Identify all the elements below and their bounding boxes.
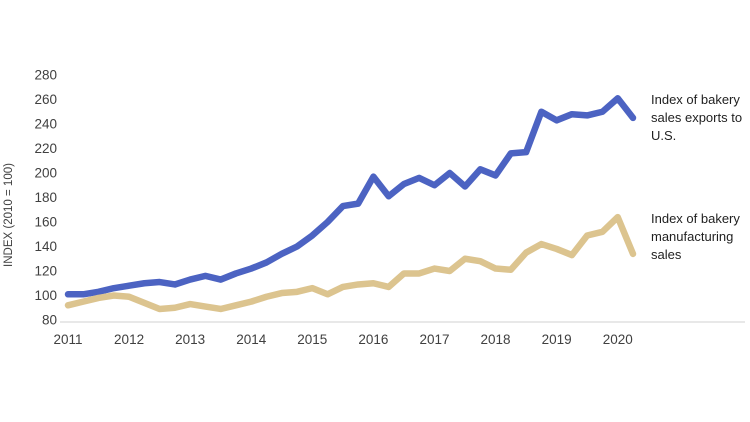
x-tick-label: 2011 bbox=[53, 332, 82, 347]
manufacturing-line bbox=[64, 213, 637, 313]
x-tick-label: 2013 bbox=[175, 332, 205, 347]
y-tick-label: 120 bbox=[34, 264, 57, 279]
y-tick-label: 280 bbox=[34, 68, 57, 83]
x-tick-label: 2018 bbox=[481, 332, 511, 347]
y-tick-label: 260 bbox=[34, 92, 57, 107]
x-tick-label: 2016 bbox=[358, 332, 388, 347]
y-tick-label: 100 bbox=[34, 288, 57, 303]
y-tick-label: 220 bbox=[34, 141, 57, 156]
x-tick-label: 2015 bbox=[297, 332, 327, 347]
x-tick-label: 2020 bbox=[603, 332, 633, 347]
y-tick-label: 180 bbox=[34, 190, 57, 205]
y-axis-title: INDEX (2010 = 100) bbox=[3, 163, 15, 267]
y-tick-label: 240 bbox=[34, 117, 57, 132]
x-tick-label: 2017 bbox=[419, 332, 449, 347]
y-tick-label: 140 bbox=[34, 239, 57, 254]
x-tick-label: 2019 bbox=[542, 332, 572, 347]
y-tick-label: 80 bbox=[42, 313, 57, 328]
y-tick-label: 200 bbox=[34, 166, 57, 181]
exports-line bbox=[64, 95, 637, 298]
y-tick-label: 160 bbox=[34, 215, 57, 230]
x-tick-label: 2012 bbox=[114, 332, 144, 347]
manufacturing-series-label: Index of bakery manufacturing sales bbox=[651, 211, 740, 262]
exports-series-label: Index of bakery sales exports to U.S. bbox=[651, 92, 743, 143]
x-tick-label: 2014 bbox=[236, 332, 267, 347]
